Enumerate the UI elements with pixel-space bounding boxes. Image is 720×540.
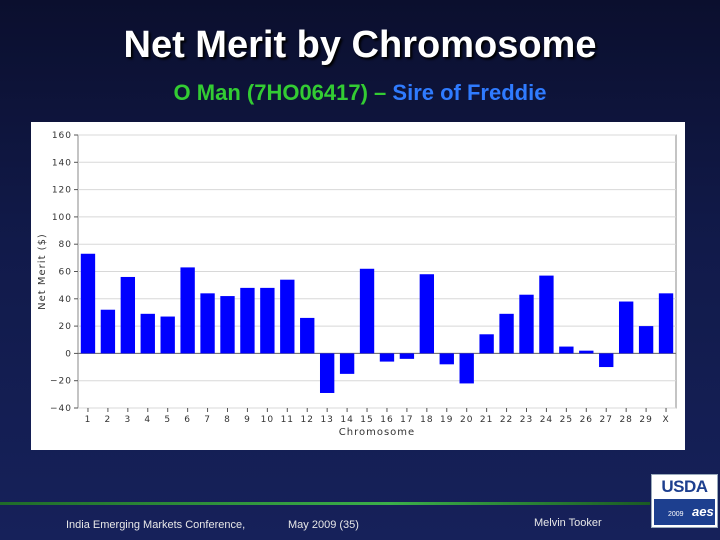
chart-panel: −40 −20 0 20 40 60 80 100 120 140 160 1 2 3 4 5 6 7 8 9 10 11… [31, 122, 685, 450]
x-tick-label: 7 [204, 415, 211, 425]
bar-chromosome-10 [260, 287, 275, 354]
bar-chromosome-2 [100, 309, 116, 354]
x-tick-label: 1 [85, 415, 92, 425]
x-tick-label: 11 [281, 415, 294, 425]
bar-chromosome-20 [459, 353, 474, 384]
footer-author: Melvin Tooker [534, 517, 602, 529]
bar-chromosome-18 [419, 274, 435, 354]
bar-chromosome-26 [579, 350, 594, 354]
bar-chromosome-27 [599, 353, 614, 368]
y-tick-label: 160 [52, 131, 72, 141]
bar-chromosome-23 [519, 294, 534, 354]
x-tick-label: 21 [480, 415, 493, 425]
bar-chromosome-9 [240, 287, 255, 354]
x-tick-label: 6 [184, 415, 191, 425]
y-tick-label: 100 [52, 213, 72, 223]
bar-chromosome-13 [319, 353, 335, 393]
bar-chromosome-16 [379, 353, 395, 362]
x-tick-label: 29 [639, 415, 652, 425]
usda-logo-year: 2009 [668, 511, 684, 518]
bar-chromosome-4 [140, 313, 155, 354]
bar-chromosome-1 [80, 253, 96, 354]
bar-chromosome-5 [160, 316, 175, 354]
x-tick-label: 14 [340, 415, 353, 425]
x-tick-label: 24 [540, 415, 553, 425]
x-tick-label: 4 [144, 415, 151, 425]
usda-logo-text: USDA [661, 477, 708, 496]
bar-chromosome-22 [499, 313, 514, 354]
x-tick-label: 5 [164, 415, 171, 425]
bar-chromosome-24 [539, 275, 554, 354]
y-tick-label: 140 [52, 158, 72, 168]
y-tick-label: 20 [59, 322, 72, 332]
subtitle-relation: Sire of Freddie [386, 80, 547, 105]
slide-title: Net Merit by Chromosome [123, 24, 597, 66]
y-tick-label: −20 [50, 377, 72, 387]
y-axis-title: Net Merit ($) [37, 233, 48, 310]
usda-logo-band: 2009 aes [654, 499, 715, 525]
footer-conference: India Emerging Markets Conference, [66, 519, 246, 531]
x-tick-label: 20 [460, 415, 473, 425]
x-tick-label: 25 [560, 415, 573, 425]
subtitle-sire-id: O Man (7HO06417) – [173, 80, 387, 105]
bar-chromosome-28 [618, 301, 634, 354]
aes-mark-icon: aes [692, 504, 714, 519]
x-tick-label: 17 [400, 415, 413, 425]
usda-logo: USDA 2009 aes [651, 474, 718, 528]
x-tick-label: 16 [380, 415, 393, 425]
x-tick-label: 18 [420, 415, 433, 425]
bar-chromosome-21 [479, 334, 494, 354]
x-tick-label: 23 [520, 415, 533, 425]
bar-chromosome-8 [220, 296, 235, 354]
bar-chromosome-11 [280, 279, 295, 354]
slide-subtitle: O Man (7HO06417) – Sire of Freddie [0, 80, 720, 106]
x-tick-label: 27 [600, 415, 613, 425]
x-tick-label: 2 [105, 415, 112, 425]
bar-chromosome-3 [120, 276, 136, 354]
y-tick-label: −40 [50, 404, 72, 414]
y-tick-label: 120 [52, 186, 72, 196]
bar-chromosome-29 [638, 326, 654, 354]
x-tick-label: 19 [440, 415, 453, 425]
y-tick-label: 60 [59, 268, 72, 278]
bar-chromosome-X [658, 293, 674, 354]
y-tick-label: 0 [65, 349, 72, 359]
bar-chromosome-19 [439, 353, 454, 365]
x-tick-label: 28 [619, 415, 632, 425]
footer-divider [0, 502, 650, 505]
x-tick-label: 10 [261, 415, 274, 425]
bar-chromosome-14 [339, 353, 355, 374]
x-tick-label: 22 [500, 415, 513, 425]
bar-chromosome-12 [300, 317, 315, 354]
bar-chromosome-17 [399, 353, 415, 359]
x-tick-label: 8 [224, 415, 231, 425]
bar-chromosome-15 [359, 268, 375, 354]
bar-chromosome-25 [559, 346, 574, 354]
x-tick-label: 26 [580, 415, 593, 425]
x-tick-label: 15 [360, 415, 373, 425]
bar-chromosome-6 [180, 267, 195, 354]
x-tick-label: 13 [320, 415, 333, 425]
footer-date-page: May 2009 (35) [288, 519, 359, 531]
x-axis-title: Chromosome [339, 427, 415, 438]
x-tick-label: 12 [301, 415, 314, 425]
bar-chromosome-7 [200, 293, 215, 354]
x-tick-label: 3 [124, 415, 131, 425]
y-tick-label: 80 [59, 240, 72, 250]
x-tick-label: 9 [244, 415, 251, 425]
y-tick-label: 40 [59, 295, 72, 305]
x-tick-label: X [662, 415, 669, 425]
